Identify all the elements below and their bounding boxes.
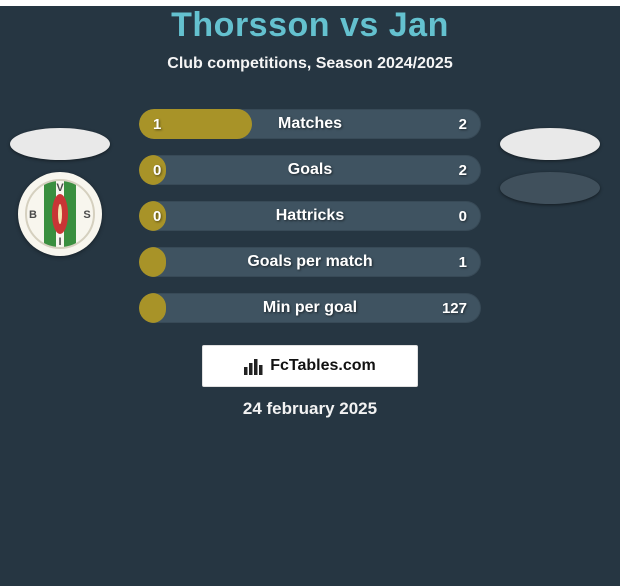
stat-left-value: 0 bbox=[153, 201, 161, 231]
bars-container: 12Matches02Goals00Hattricks1Goals per ma… bbox=[139, 109, 481, 323]
badge-letter-bottom: I bbox=[58, 236, 61, 248]
right-oval-icon bbox=[500, 172, 600, 204]
watermark-icon bbox=[244, 357, 264, 375]
stat-bar: 127Min per goal bbox=[139, 293, 481, 323]
badge-letter-left: B bbox=[29, 209, 37, 221]
stat-right-value: 0 bbox=[459, 201, 467, 231]
stat-bar: 12Matches bbox=[139, 109, 481, 139]
date: 24 february 2025 bbox=[0, 399, 620, 419]
logos-left: V B S I bbox=[10, 128, 110, 256]
subtitle: Club competitions, Season 2024/2025 bbox=[0, 55, 620, 73]
stat-bar-fill bbox=[139, 247, 166, 277]
stat-right-value: 2 bbox=[459, 109, 467, 139]
badge-letter-right: S bbox=[83, 209, 90, 221]
stat-label: Goals per match bbox=[139, 247, 481, 277]
club-badge-icon: V B S I bbox=[18, 172, 102, 256]
logos-right bbox=[500, 128, 600, 204]
stat-bar: 1Goals per match bbox=[139, 247, 481, 277]
right-oval-icon bbox=[500, 128, 600, 160]
stat-bar-fill bbox=[139, 293, 166, 323]
watermark: FcTables.com bbox=[202, 345, 418, 387]
stat-bar: 0 0Hattricks bbox=[139, 201, 481, 231]
left-oval-icon bbox=[10, 128, 110, 160]
stat-left-value: 0 bbox=[153, 155, 161, 185]
stat-right-value: 2 bbox=[459, 155, 467, 185]
stat-label: Goals bbox=[139, 155, 481, 185]
stat-left-value: 1 bbox=[153, 109, 161, 139]
stat-label: Min per goal bbox=[139, 293, 481, 323]
stat-right-value: 127 bbox=[442, 293, 467, 323]
badge-letter-top: V bbox=[56, 182, 64, 194]
watermark-text: FcTables.com bbox=[270, 357, 376, 375]
page-title: Thorsson vs Jan bbox=[0, 6, 620, 45]
stat-bar: 0 2Goals bbox=[139, 155, 481, 185]
stat-label: Hattricks bbox=[139, 201, 481, 231]
stat-right-value: 1 bbox=[459, 247, 467, 277]
